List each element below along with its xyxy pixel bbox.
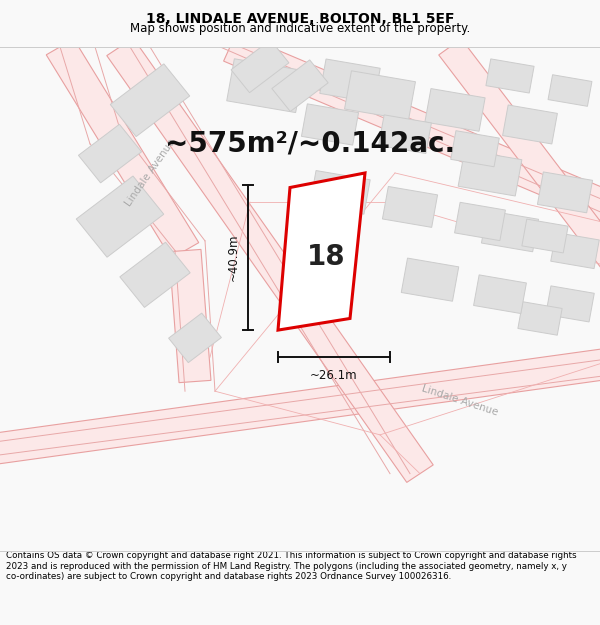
Polygon shape	[455, 202, 505, 241]
Polygon shape	[486, 59, 534, 93]
Polygon shape	[503, 105, 557, 144]
Polygon shape	[46, 39, 199, 259]
Text: 18: 18	[307, 243, 345, 271]
Polygon shape	[169, 249, 211, 382]
Polygon shape	[231, 40, 289, 92]
Text: Map shows position and indicative extent of the property.: Map shows position and indicative extent…	[130, 22, 470, 35]
Polygon shape	[227, 59, 303, 112]
Text: 18, LINDALE AVENUE, BOLTON, BL1 5EF: 18, LINDALE AVENUE, BOLTON, BL1 5EF	[146, 12, 454, 26]
Polygon shape	[301, 104, 359, 145]
Polygon shape	[344, 71, 415, 120]
Polygon shape	[518, 302, 562, 335]
Polygon shape	[546, 286, 594, 322]
Polygon shape	[538, 172, 593, 213]
Polygon shape	[76, 176, 164, 258]
Text: ~575m²/~0.142ac.: ~575m²/~0.142ac.	[165, 130, 455, 158]
Polygon shape	[79, 124, 142, 183]
Polygon shape	[473, 275, 526, 314]
Polygon shape	[458, 150, 522, 196]
Text: Lindale Avenue: Lindale Avenue	[421, 384, 499, 418]
Polygon shape	[382, 186, 437, 228]
Polygon shape	[551, 232, 599, 269]
Polygon shape	[107, 38, 433, 483]
Text: ~40.9m: ~40.9m	[227, 234, 240, 281]
Polygon shape	[439, 39, 600, 278]
Polygon shape	[120, 242, 190, 308]
Polygon shape	[379, 115, 431, 154]
Polygon shape	[548, 75, 592, 106]
Polygon shape	[272, 60, 328, 111]
Polygon shape	[320, 59, 380, 102]
Text: ~26.1m: ~26.1m	[310, 369, 358, 382]
Polygon shape	[224, 32, 600, 226]
Polygon shape	[481, 211, 539, 252]
Polygon shape	[169, 313, 221, 362]
Polygon shape	[522, 219, 568, 253]
Polygon shape	[0, 347, 600, 465]
Polygon shape	[310, 171, 370, 214]
Polygon shape	[110, 64, 190, 137]
Polygon shape	[425, 89, 485, 131]
Text: Contains OS data © Crown copyright and database right 2021. This information is : Contains OS data © Crown copyright and d…	[6, 551, 577, 581]
Polygon shape	[401, 258, 459, 301]
Polygon shape	[451, 131, 499, 167]
Polygon shape	[278, 173, 365, 330]
Text: Lindale Avenue: Lindale Avenue	[123, 138, 177, 209]
